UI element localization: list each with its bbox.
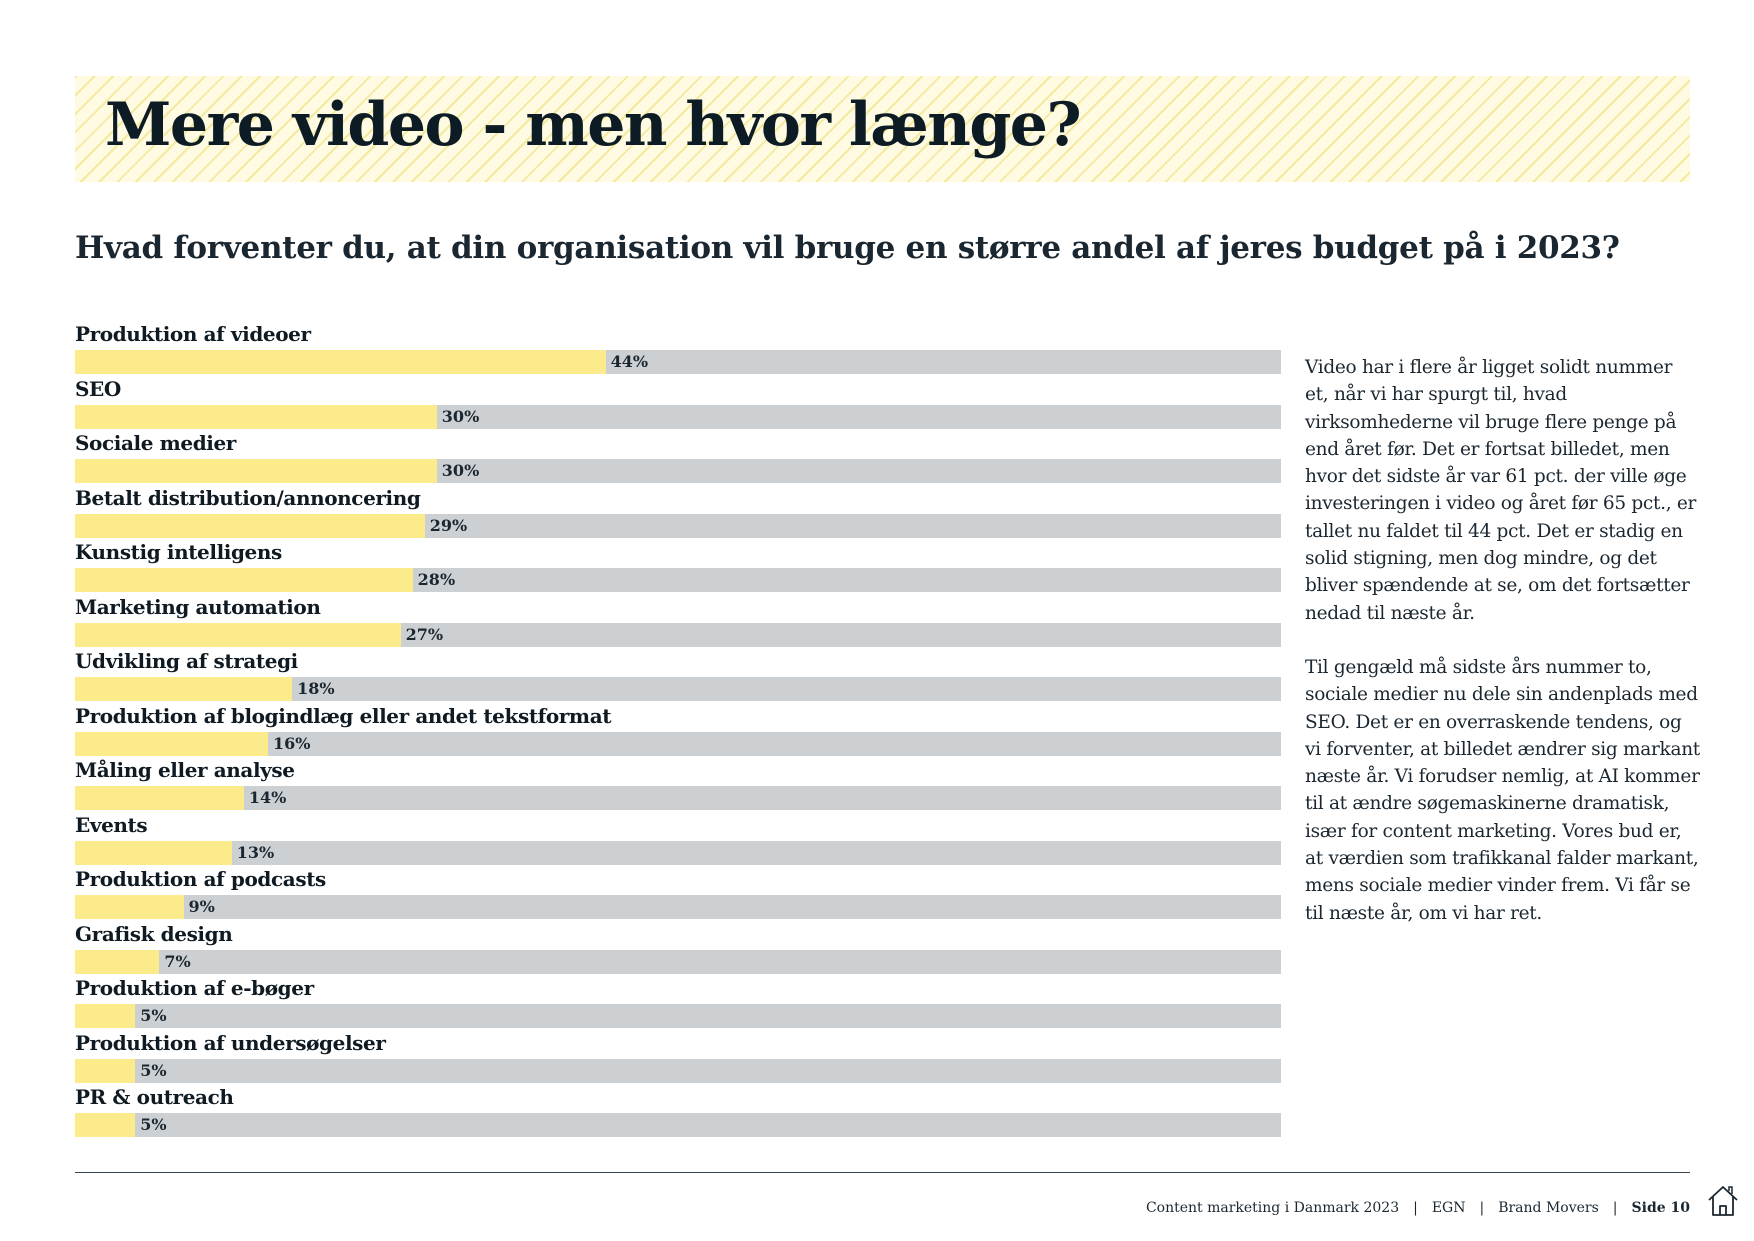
value-label: 44% (610, 352, 649, 371)
footer: Content marketing i Danmark 2023 | EGN |… (1146, 1197, 1690, 1219)
footer-org-brand-movers: Brand Movers (1498, 1200, 1599, 1216)
bar-track: 30% (75, 404, 1281, 429)
category-label: Events (75, 812, 148, 837)
value-label: 29% (429, 515, 468, 535)
footer-separator: | (1612, 1200, 1618, 1216)
bar (75, 622, 401, 647)
footer-separator: | (1413, 1200, 1418, 1216)
bar-track: 5% (75, 1113, 1281, 1137)
value-label: 14% (248, 788, 287, 807)
commentary-paragraph-2: Til gengæld må sidste års nummer to, soc… (1305, 656, 1700, 924)
bar-track: 18% (75, 677, 1281, 701)
category-label: Grafisk design (75, 921, 233, 946)
chart-question: Hvad forventer du, at din organisation v… (75, 230, 1620, 266)
footer-org-egn: EGN (1431, 1200, 1466, 1216)
bar-track: 13% (75, 840, 1281, 865)
chart-row: Sociale medier 30% (75, 431, 1281, 485)
bar-chart: Produktion af videoer 44% SEO 30% Sociale me… (75, 322, 1281, 1142)
chart-row: Måling eller analyse 14% (75, 758, 1281, 812)
category-label: Produktion af blogindlæg eller andet tek… (75, 703, 612, 728)
value-label: 18% (297, 679, 335, 698)
bar-track: 44% (75, 350, 1281, 374)
category-label: Produktion af podcasts (75, 867, 326, 891)
bar-track: 9% (75, 895, 1281, 919)
category-label: Marketing automation (75, 594, 321, 619)
chart-row: Marketing automation 27% (75, 595, 1281, 649)
chart-row: Udvikling af strategi 18% (75, 649, 1281, 703)
category-label: SEO (75, 376, 121, 401)
value-label: 9% (188, 897, 215, 916)
bar (75, 1113, 136, 1137)
chart-row: Produktion af podcasts 9% (75, 867, 1281, 921)
bar-track: 5% (75, 1004, 1281, 1028)
footer-divider (75, 1172, 1690, 1173)
category-label: PR & outreach (75, 1085, 234, 1109)
category-label: Betalt distribution/annoncering (75, 485, 421, 510)
bar-track: 30% (75, 459, 1281, 483)
bar (75, 350, 606, 374)
chart-row: Produktion af e-bøger 5% (75, 976, 1281, 1030)
chart-row: Betalt distribution/annoncering 29% (75, 486, 1281, 540)
category-label: Måling eller analyse (75, 758, 295, 782)
page-title: Mere video - men hvor længe? (105, 90, 1082, 160)
chart-row: Events 13% (75, 813, 1281, 867)
category-label: Produktion af videoer (75, 322, 311, 346)
value-label: 5% (140, 1060, 167, 1080)
bar-track: 14% (75, 786, 1281, 810)
bar-track: 7% (75, 949, 1281, 974)
bar (75, 677, 293, 701)
commentary-paragraph-1: Video har i flere år ligget solidt numme… (1305, 357, 1697, 624)
chart-row: SEO 30% (75, 377, 1281, 431)
value-label: 30% (441, 461, 480, 480)
title-band: Mere video - men hvor længe? (75, 76, 1690, 182)
value-label: 13% (236, 842, 275, 862)
chart-row: PR & outreach 5% (75, 1085, 1281, 1139)
value-label: 7% (164, 951, 191, 971)
bar (75, 1058, 136, 1083)
home-icon[interactable] (1706, 1183, 1740, 1219)
bar (75, 786, 244, 810)
bar-track: 5% (75, 1058, 1281, 1083)
bar (75, 568, 413, 592)
bar-track: 29% (75, 513, 1281, 538)
page-number: Side 10 (1631, 1200, 1690, 1216)
value-label: 16% (272, 733, 311, 753)
footer-publication: Content marketing i Danmark 2023 (1145, 1200, 1400, 1216)
value-label: 30% (441, 406, 480, 426)
category-label: Kunstig intelligens (75, 540, 282, 564)
footer-separator: | (1479, 1200, 1485, 1216)
chart-row: Grafisk design 7% (75, 922, 1281, 976)
bar (75, 949, 160, 974)
bar (75, 513, 425, 538)
category-label: Produktion af e-bøger (75, 976, 314, 1000)
chart-row: Kunstig intelligens 28% (75, 540, 1281, 594)
category-label: Udvikling af strategi (75, 649, 298, 673)
bar (75, 404, 437, 429)
value-label: 27% (405, 624, 444, 644)
bar-track: 28% (75, 568, 1281, 592)
bar (75, 1004, 136, 1028)
bar (75, 459, 437, 483)
category-label: Sociale medier (75, 431, 236, 455)
value-label: 5% (140, 1006, 167, 1025)
bar-track: 16% (75, 731, 1281, 756)
value-label: 28% (417, 570, 456, 589)
bar-track: 27% (75, 622, 1281, 647)
bar (75, 731, 268, 756)
bar (75, 895, 184, 919)
chart-row: Produktion af videoer 44% (75, 322, 1281, 376)
value-label: 5% (140, 1115, 167, 1134)
chart-row: Produktion af blogindlæg eller andet tek… (75, 704, 1281, 758)
commentary: Video har i flere år ligget solidt numme… (1305, 354, 1700, 927)
bar (75, 840, 232, 865)
category-label: Produktion af undersøgelser (75, 1030, 386, 1055)
chart-row: Produktion af undersøgelser 5% (75, 1031, 1281, 1085)
